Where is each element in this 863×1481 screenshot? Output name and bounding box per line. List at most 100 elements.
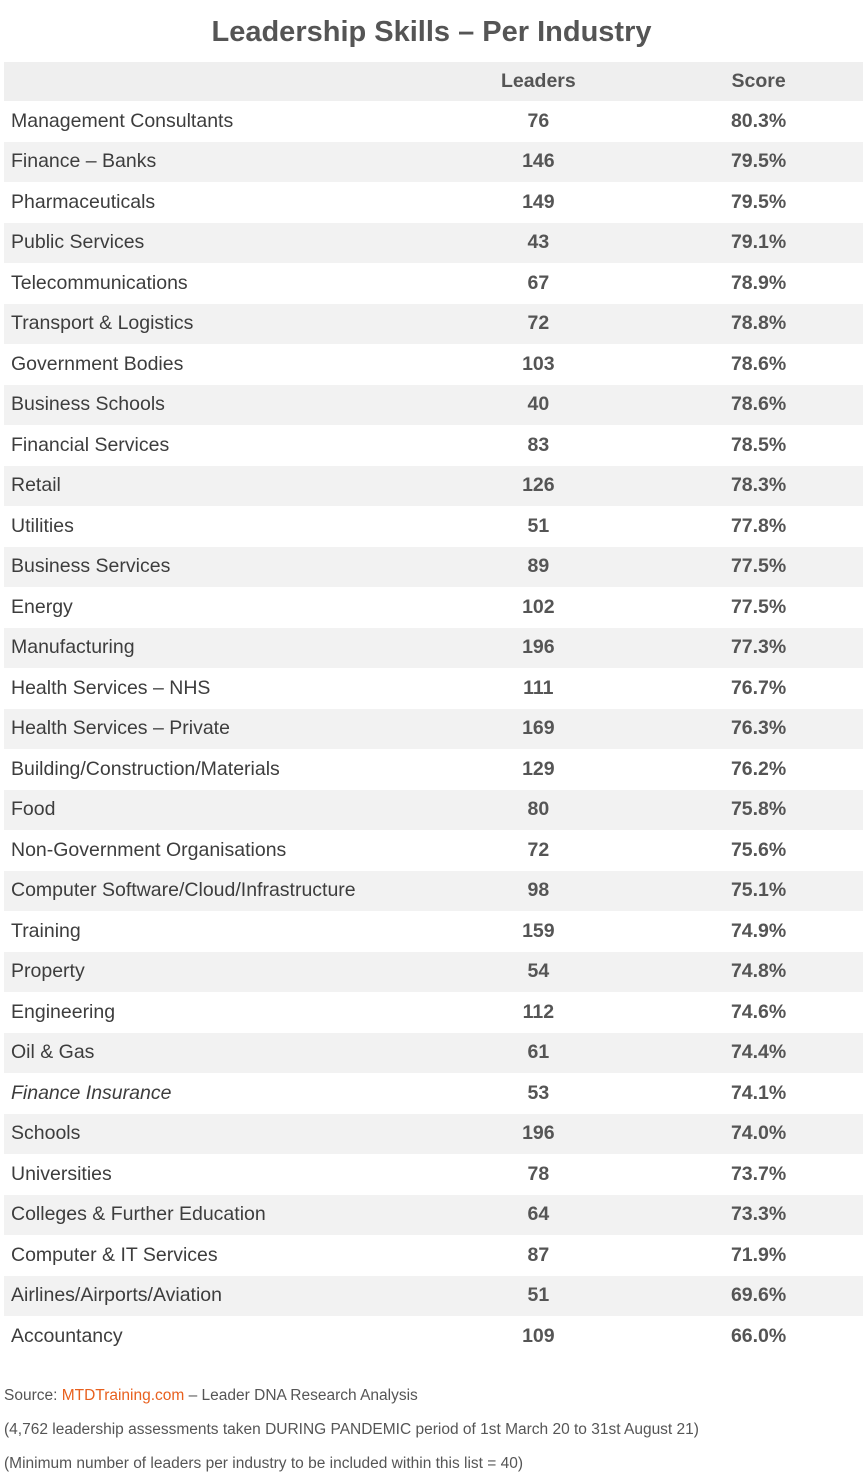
leaders-cell: 67 (527, 271, 550, 294)
table-row: Universities 78 73.7% (4, 1154, 863, 1195)
score-cell: 74.0% (730, 1122, 787, 1145)
table-row: Accountancy 109 66.0% (4, 1316, 863, 1357)
industry-cell: Business Schools (11, 393, 165, 416)
industry-cell: Retail (11, 474, 61, 497)
score-cell: 77.5% (730, 555, 787, 578)
leaders-cell: 109 (522, 1324, 555, 1347)
leaders-cell: 43 (527, 231, 550, 254)
leaders-cell: 129 (522, 757, 555, 780)
table-row: Oil & Gas 61 74.4% (4, 1032, 863, 1073)
industry-cell: Oil & Gas (11, 1041, 95, 1064)
industry-cell: Energy (11, 595, 73, 618)
leaders-cell: 54 (527, 960, 550, 983)
industry-cell: Training (11, 919, 81, 942)
table-row: Financial Services 83 78.5% (4, 425, 863, 466)
table-row: Energy 102 77.5% (4, 587, 863, 628)
table-row: Health Services – Private 169 76.3% (4, 708, 863, 749)
table-body: Management Consultants 76 80.3% Finance – B… (4, 101, 863, 1357)
footer-note-minimum: (Minimum number of leaders per industry … (4, 1454, 524, 1472)
industry-cell: Building/Construction/Materials (11, 757, 280, 780)
table-row: Transport & Logistics 72 78.8% (4, 303, 863, 344)
source-link[interactable]: MTDTraining.com (61, 1386, 185, 1404)
source-line: Source: MTDTraining.com – Leader DNA Res… (4, 1379, 863, 1413)
score-cell: 75.6% (730, 838, 787, 861)
table-row: Public Services 43 79.1% (4, 222, 863, 263)
industry-cell: Computer Software/Cloud/Infrastructure (11, 879, 356, 902)
score-cell: 74.9% (730, 919, 787, 942)
score-cell: 78.5% (730, 433, 787, 456)
leaders-cell: 146 (522, 150, 555, 173)
table-row: Finance – Banks 146 79.5% (4, 141, 863, 182)
score-cell: 74.4% (730, 1041, 787, 1064)
table-row: Building/Construction/Materials 129 76.2% (4, 749, 863, 790)
leaders-cell: 111 (523, 676, 554, 699)
leaders-cell: 159 (522, 919, 555, 942)
industry-cell: Accountancy (11, 1324, 123, 1347)
table-row: Engineering 112 74.6% (4, 992, 863, 1033)
table-row: Manufacturing 196 77.3% (4, 627, 863, 668)
leaders-cell: 61 (527, 1041, 550, 1064)
industry-cell: Telecommunications (11, 271, 188, 294)
source-prefix: Source: (4, 1386, 62, 1404)
leaders-cell: 53 (527, 1081, 550, 1104)
industry-cell: Manufacturing (11, 636, 135, 659)
industry-cell: Computer & IT Services (11, 1243, 218, 1266)
table-row: Business Schools 40 78.6% (4, 384, 863, 425)
leaders-cell: 72 (527, 312, 550, 335)
industry-cell: Universities (11, 1162, 112, 1185)
industry-cell: Schools (11, 1122, 81, 1145)
industry-cell: Government Bodies (11, 352, 184, 375)
industry-cell: Finance – Banks (11, 150, 157, 173)
industry-cell: Utilities (11, 514, 74, 537)
score-cell: 76.3% (730, 717, 787, 740)
leaders-cell: 126 (522, 474, 555, 497)
score-cell: 69.6% (730, 1284, 787, 1307)
leaders-cell: 149 (522, 190, 555, 213)
table-row: Property 54 74.8% (4, 951, 863, 992)
leaders-cell: 51 (527, 514, 550, 537)
score-cell: 76.2% (730, 757, 787, 780)
industry-table: Leaders Score Management Consultants 76 80… (4, 62, 863, 1357)
score-cell: 77.5% (730, 595, 787, 618)
page-title: Leadership Skills – Per Industry (211, 16, 652, 48)
table-row: Business Services 89 77.5% (4, 546, 863, 587)
leaders-cell: 78 (527, 1162, 550, 1185)
table-row: Retail 126 78.3% (4, 465, 863, 506)
score-cell: 76.7% (730, 676, 787, 699)
industry-cell: Health Services – NHS (11, 676, 211, 699)
table-row: Airlines/Airports/Aviation 51 69.6% (4, 1275, 863, 1316)
table-row: Non-Government Organisations 72 75.6% (4, 830, 863, 871)
score-cell: 77.8% (730, 514, 787, 537)
score-cell: 78.8% (730, 312, 787, 335)
industry-cell: Business Services (11, 555, 171, 578)
leaders-cell: 196 (522, 636, 555, 659)
table-row: Health Services – NHS 111 76.7% (4, 668, 863, 709)
industry-cell: Public Services (11, 231, 145, 254)
leaders-cell: 83 (527, 433, 550, 456)
score-cell: 77.3% (730, 636, 787, 659)
industry-cell: Transport & Logistics (11, 312, 194, 335)
score-cell: 73.7% (730, 1162, 787, 1185)
table-row: Pharmaceuticals 149 79.5% (4, 182, 863, 223)
table-row: Management Consultants 76 80.3% (4, 101, 863, 142)
table-row: Finance Insurance 53 74.1% (4, 1073, 863, 1114)
leaders-cell: 103 (522, 352, 555, 375)
table-row: Computer Software/Cloud/Infrastructure 98… (4, 870, 863, 911)
leaders-cell: 89 (527, 555, 550, 578)
score-cell: 80.3% (730, 109, 787, 132)
leaders-cell: 87 (527, 1243, 550, 1266)
industry-cell: Property (11, 960, 85, 983)
leaders-cell: 51 (527, 1284, 550, 1307)
column-header-score: Score (731, 70, 786, 92)
score-cell: 71.9% (730, 1243, 787, 1266)
table-row: Computer & IT Services 87 71.9% (4, 1235, 863, 1276)
table-row: Schools 196 74.0% (4, 1113, 863, 1154)
score-cell: 78.9% (730, 271, 787, 294)
industry-cell: Airlines/Airports/Aviation (11, 1284, 222, 1307)
score-cell: 75.1% (730, 879, 787, 902)
industry-cell: Pharmaceuticals (11, 190, 156, 213)
industry-cell: Colleges & Further Education (11, 1203, 266, 1226)
leaders-cell: 169 (522, 717, 555, 740)
table-row: Telecommunications 67 78.9% (4, 263, 863, 304)
score-cell: 74.1% (730, 1081, 787, 1104)
